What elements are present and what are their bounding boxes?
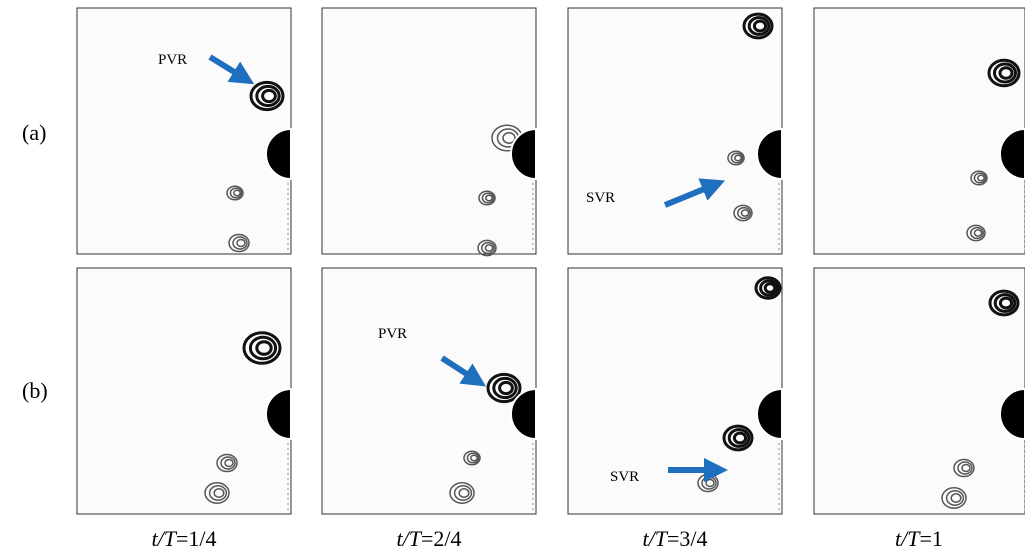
panel [77,268,291,514]
row-label: (a) [22,120,46,145]
column-label: t/T=2/4 [397,526,462,551]
panel [77,8,291,254]
column-symbol: t/T [397,526,423,551]
annotation: SVR [610,469,639,485]
column-label: t/T=1/4 [152,526,217,551]
column-value: =3/4 [667,526,708,551]
column-label: t/T=3/4 [643,526,708,551]
column-value: =2/4 [421,526,462,551]
panel [322,8,536,254]
column-symbol: t/T [895,526,921,551]
annotation: PVR [158,52,187,68]
column-label: t/T=1 [895,526,943,551]
panel [568,268,782,514]
column-symbol: t/T [643,526,669,551]
column-value: =1/4 [176,526,217,551]
panel [322,268,536,514]
annotation: PVR [378,326,407,342]
page: {"row_labels": ["(a)", "(b)"], "column_l… [0,0,1025,552]
panel [814,268,1025,514]
annotation: SVR [586,190,615,206]
panel [814,8,1025,254]
panels [77,8,1025,514]
row-label: (b) [22,378,48,403]
figure: (a) (b) t/T=1/4 t/T=2/4 t/T=3/4 t/T=1 PV… [0,0,1025,552]
column-symbol: t/T [152,526,178,551]
column-value: =1 [920,526,943,551]
